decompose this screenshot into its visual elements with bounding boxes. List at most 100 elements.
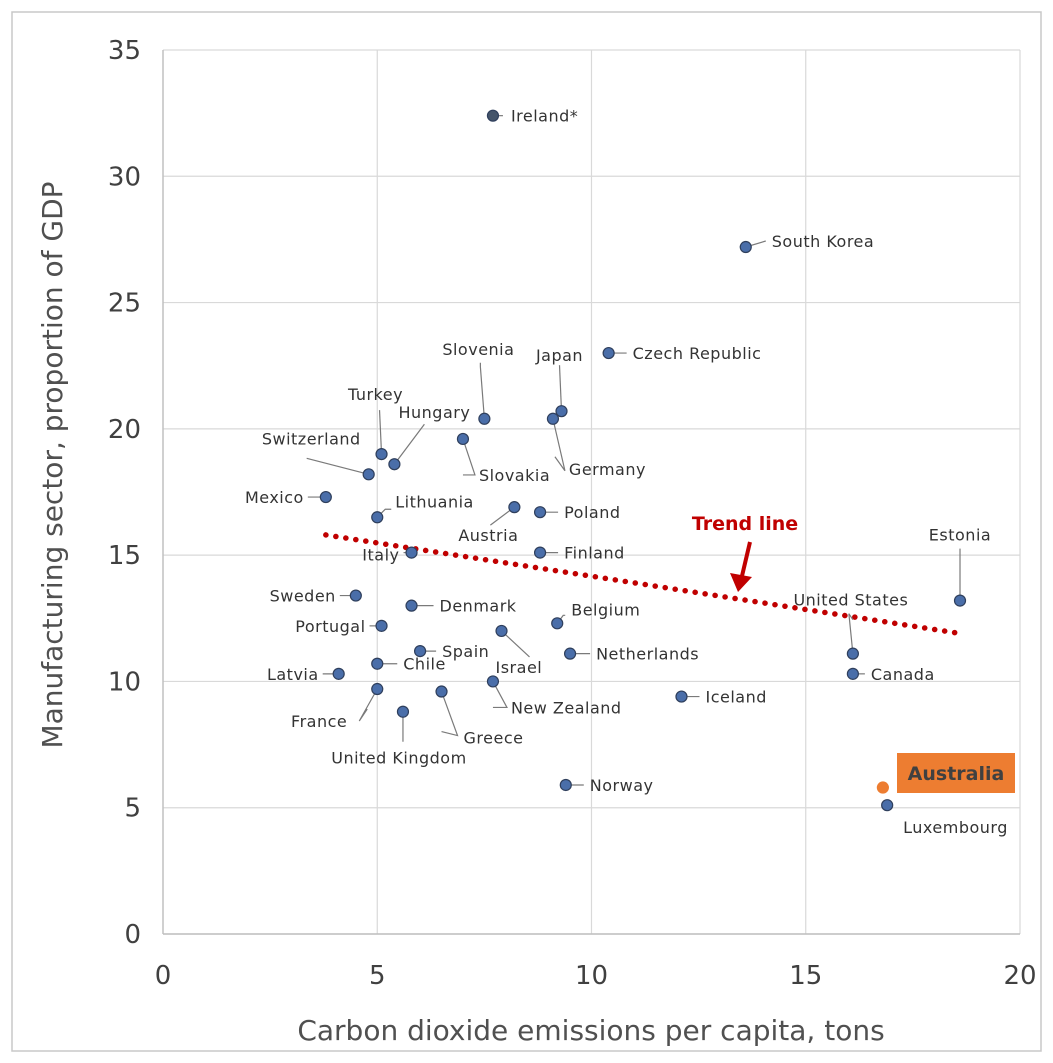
point-label-poland: Poland: [564, 503, 620, 522]
trend-line-group: Trend line: [323, 513, 963, 637]
point-label-germany: Germany: [569, 460, 646, 479]
point-label-czech-republic: Czech Republic: [633, 344, 762, 363]
leader-line-slovakia: [462, 438, 476, 476]
point-label-belgium: Belgium: [571, 600, 640, 619]
point-label-latvia: Latvia: [267, 665, 319, 684]
point-label-estonia: Estonia: [929, 526, 991, 545]
data-point-turkey: [375, 448, 388, 461]
point-label-sweden: Sweden: [270, 587, 336, 606]
data-point-iceland: [675, 690, 688, 703]
point-label-new-zealand: New Zealand: [511, 698, 622, 717]
leader-line-hungary: [393, 423, 425, 465]
x-tick-label: 20: [1003, 961, 1036, 991]
data-point-mexico: [319, 490, 332, 504]
trend-arrow-shaft: [740, 541, 752, 577]
y-axis-title: Manufacturing sector, proportion of GDP: [36, 181, 69, 748]
y-tick-label: 20: [108, 415, 141, 445]
point-label-france: France: [291, 712, 347, 731]
data-point-latvia: [332, 667, 345, 680]
leader-line-japan: [558, 365, 563, 412]
data-point-canada: [846, 667, 859, 680]
y-tick-label: 5: [124, 794, 141, 824]
data-points: [319, 109, 967, 812]
y-tick-label: 10: [108, 667, 141, 697]
point-label-canada: Canada: [871, 665, 935, 684]
data-point-belgium: [551, 617, 564, 630]
x-tick-label: 10: [575, 961, 608, 991]
y-tick-label: 0: [124, 920, 141, 950]
x-tick-label: 5: [369, 961, 386, 991]
point-label-netherlands: Netherlands: [596, 645, 699, 664]
data-point-sweden: [349, 589, 362, 602]
point-label-italy: Italy: [362, 546, 399, 565]
point-label-spain: Spain: [442, 642, 489, 661]
point-label-greece: Greece: [464, 729, 524, 748]
data-point-united-kingdom: [396, 705, 410, 718]
point-label-mexico: Mexico: [245, 488, 304, 507]
data-point-chile: [371, 657, 384, 670]
point-label-hungary: Hungary: [398, 403, 470, 422]
data-point-new-zealand: [486, 675, 500, 688]
point-label-norway: Norway: [590, 776, 654, 795]
trend-line-label: Trend line: [692, 513, 798, 535]
leader-line-turkey: [378, 410, 383, 455]
data-point-germany: [546, 412, 560, 425]
data-point-netherlands: [563, 647, 577, 660]
point-label-south-korea: South Korea: [772, 232, 874, 251]
data-point-australia: [876, 781, 889, 794]
point-label-switzerland: Switzerland: [262, 429, 361, 448]
data-point-ireland: [486, 109, 500, 122]
data-point-poland: [533, 506, 547, 519]
data-point-slovenia: [478, 412, 491, 425]
data-point-hungary: [388, 458, 401, 471]
point-label-united-kingdom: United Kingdom: [331, 749, 466, 768]
data-point-luxembourg: [881, 799, 894, 812]
data-point-japan: [555, 405, 568, 418]
point-label-lithuania: Lithuania: [395, 492, 474, 511]
point-label-united-states: United States: [793, 591, 908, 610]
data-point-united-states: [846, 647, 859, 660]
leader-line-slovenia: [479, 362, 485, 419]
point-label-denmark: Denmark: [440, 597, 517, 616]
leader-line-new-zealand: [492, 681, 508, 709]
data-point-israel: [495, 624, 508, 638]
x-axis-title: Carbon dioxide emissions per capita, ton…: [297, 1014, 884, 1047]
data-point-czech-republic: [602, 346, 615, 360]
point-label-slovenia: Slovenia: [442, 340, 514, 359]
data-point-estonia: [953, 594, 967, 607]
chart-border: [11, 11, 1042, 1052]
leader-line-israel: [501, 630, 530, 658]
data-point-finland: [533, 546, 547, 559]
point-label-ireland: Ireland*: [511, 107, 578, 126]
point-label-slovakia: Slovakia: [479, 466, 550, 485]
leader-line-greece: [440, 691, 459, 737]
tick-labels: 0 5 10 15 20 25 30 35 0 5 10 15 20: [108, 36, 1037, 991]
trend-line: [323, 532, 963, 637]
data-point-lithuania: [371, 511, 384, 524]
data-point-denmark: [405, 599, 418, 612]
point-label-austria: Austria: [458, 526, 518, 545]
leader-line-france: [358, 688, 378, 722]
data-point-france: [371, 682, 384, 696]
data-point-spain: [414, 645, 427, 658]
leader-line-switzerland: [306, 457, 369, 475]
point-label-finland: Finland: [564, 544, 625, 563]
data-point-austria: [508, 501, 521, 514]
y-tick-label: 25: [108, 289, 141, 319]
trend-arrow-head: [730, 573, 752, 592]
point-label-israel: Israel: [496, 658, 543, 677]
leader-line-germany: [552, 418, 566, 472]
y-tick-label: 35: [108, 36, 141, 66]
data-point-norway: [559, 778, 572, 792]
highlight-label-box: [897, 753, 1015, 793]
leader-line-united-states: [848, 613, 854, 654]
data-point-italy: [405, 546, 418, 559]
y-tick-label: 15: [108, 541, 141, 571]
x-tick-label: 15: [789, 961, 822, 991]
x-tick-label: 0: [155, 961, 172, 991]
data-point-greece: [435, 685, 448, 698]
data-point-portugal: [375, 619, 388, 632]
point-label-australia: Australia: [908, 763, 1005, 785]
